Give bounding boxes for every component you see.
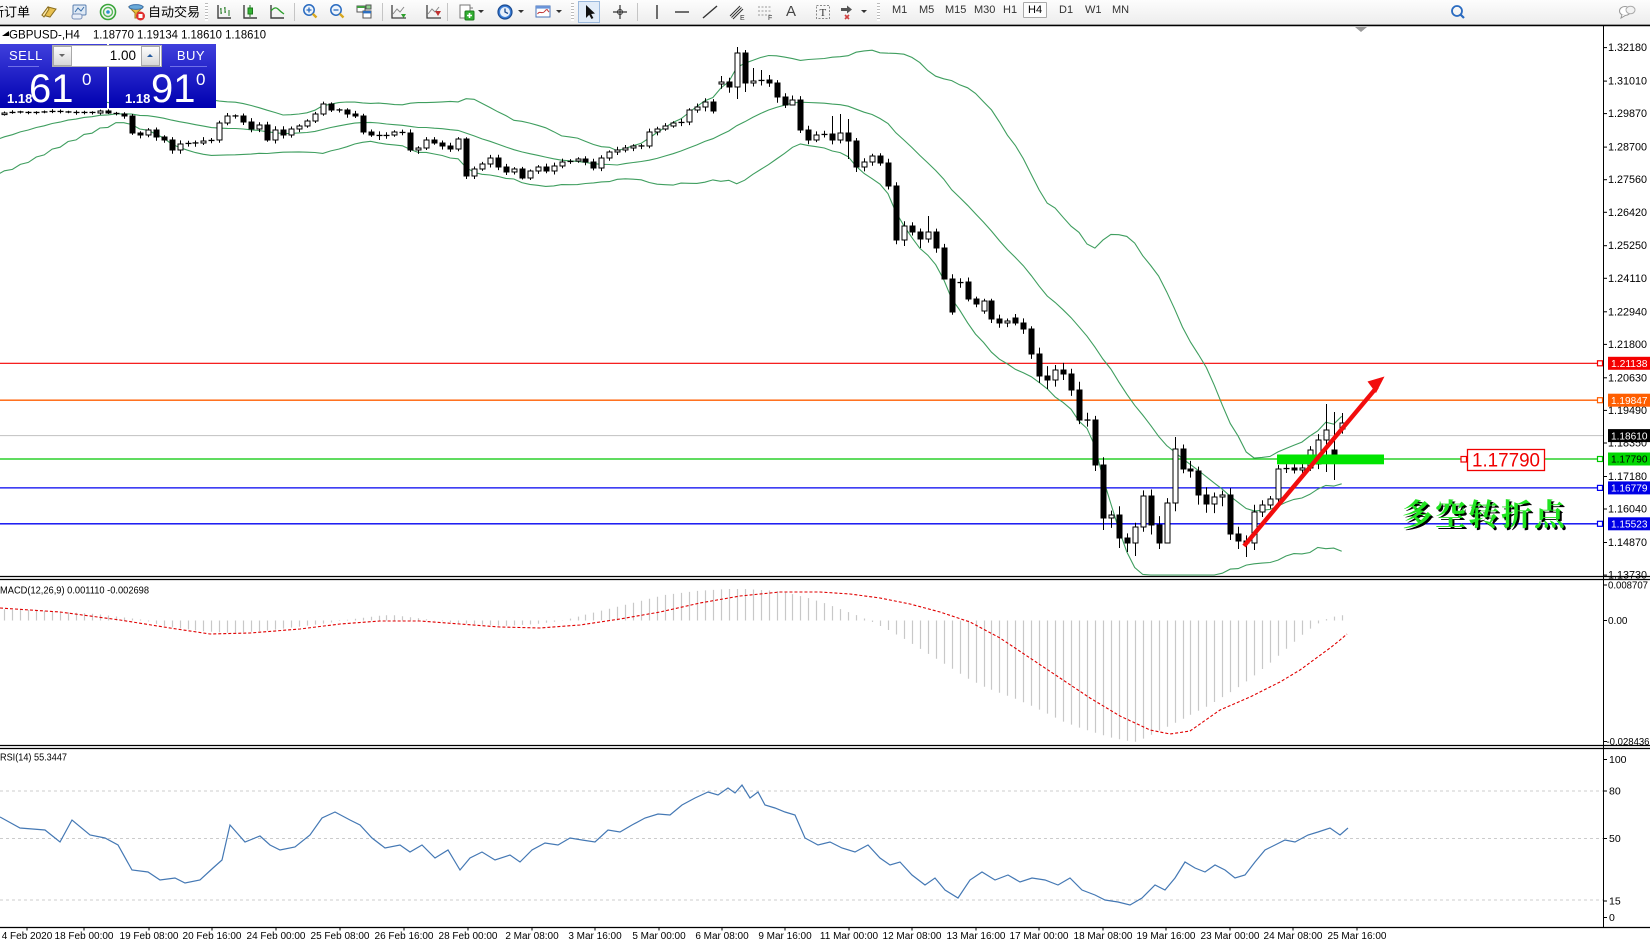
svg-text:F: F (768, 15, 772, 22)
svg-text:4 Feb 2020: 4 Feb 2020 (2, 931, 53, 941)
svg-text:1.13730: 1.13730 (1608, 570, 1647, 582)
svg-text:MACD(12,26,9) 0.001110 -0.0026: MACD(12,26,9) 0.001110 -0.002698 (0, 585, 149, 597)
svg-text:20 Feb 16:00: 20 Feb 16:00 (183, 931, 242, 941)
svg-text:GBPUSD-,H4: GBPUSD-,H4 (9, 29, 80, 42)
svg-text:1.21138: 1.21138 (1611, 359, 1648, 370)
svg-text:1.27560: 1.27560 (1608, 174, 1647, 186)
svg-text:25 Feb 08:00: 25 Feb 08:00 (311, 931, 370, 941)
svg-text:1.31010: 1.31010 (1608, 76, 1647, 88)
svg-text:1.17180: 1.17180 (1608, 471, 1647, 483)
svg-text:11 Mar 00:00: 11 Mar 00:00 (820, 931, 879, 941)
svg-text:1.29870: 1.29870 (1608, 108, 1647, 120)
svg-text:E: E (740, 15, 745, 22)
svg-text:6 Mar 08:00: 6 Mar 08:00 (695, 931, 749, 941)
svg-text:1.25250: 1.25250 (1608, 240, 1647, 252)
svg-text:1.26420: 1.26420 (1608, 207, 1647, 219)
svg-text:25 Mar 16:00: 25 Mar 16:00 (1328, 931, 1387, 941)
svg-text:19 Feb 08:00: 19 Feb 08:00 (120, 931, 179, 941)
svg-text:1.21800: 1.21800 (1608, 339, 1647, 351)
svg-text:17 Mar 00:00: 17 Mar 00:00 (1010, 931, 1069, 941)
svg-text:18 Mar 08:00: 18 Mar 08:00 (1074, 931, 1133, 941)
svg-text:3 Mar 16:00: 3 Mar 16:00 (568, 931, 622, 941)
svg-text:100: 100 (1609, 754, 1627, 766)
svg-text:RSI(14) 55.3447: RSI(14) 55.3447 (0, 752, 67, 764)
svg-text:0.008707: 0.008707 (1608, 581, 1648, 592)
svg-text:T: T (820, 7, 827, 19)
svg-text:0: 0 (1609, 912, 1615, 924)
svg-text:18 Feb 00:00: 18 Feb 00:00 (55, 931, 114, 941)
svg-text:12 Mar 08:00: 12 Mar 08:00 (883, 931, 942, 941)
svg-text:1.15523: 1.15523 (1611, 520, 1648, 531)
svg-text:1.14870: 1.14870 (1608, 537, 1647, 549)
svg-text:26 Feb 16:00: 26 Feb 16:00 (375, 931, 434, 941)
svg-text:19 Mar 16:00: 19 Mar 16:00 (1137, 931, 1196, 941)
svg-text:1.24110: 1.24110 (1608, 273, 1647, 285)
svg-text:13 Mar 16:00: 13 Mar 16:00 (947, 931, 1006, 941)
svg-text:2 Mar 08:00: 2 Mar 08:00 (505, 931, 559, 941)
svg-text:9 Mar 16:00: 9 Mar 16:00 (758, 931, 812, 941)
svg-text:1.16779: 1.16779 (1611, 484, 1648, 495)
svg-text:0.00: 0.00 (1608, 616, 1628, 627)
svg-text:50: 50 (1609, 833, 1621, 845)
svg-text:-0.028436: -0.028436 (1607, 737, 1650, 748)
svg-text:1.19490: 1.19490 (1608, 405, 1647, 417)
svg-text:80: 80 (1609, 786, 1621, 798)
svg-text:23 Mar 00:00: 23 Mar 00:00 (1201, 931, 1260, 941)
svg-text:1.17790: 1.17790 (1611, 455, 1648, 466)
svg-text:1.18610: 1.18610 (1611, 431, 1648, 442)
svg-text:1.16040: 1.16040 (1608, 504, 1647, 516)
svg-text:5 Mar 00:00: 5 Mar 00:00 (632, 931, 686, 941)
svg-text:28 Feb 00:00: 28 Feb 00:00 (439, 931, 498, 941)
svg-text:1.18770 1.19134 1.18610 1.1861: 1.18770 1.19134 1.18610 1.18610 (93, 29, 266, 42)
svg-text:1.28700: 1.28700 (1608, 142, 1647, 154)
svg-text:1.19847: 1.19847 (1611, 396, 1648, 407)
svg-text:1.17790: 1.17790 (1472, 451, 1540, 472)
svg-text:1.22940: 1.22940 (1608, 306, 1647, 318)
svg-text:1.20630: 1.20630 (1608, 372, 1647, 384)
svg-text:15: 15 (1609, 896, 1621, 908)
svg-text:24 Mar 08:00: 24 Mar 08:00 (1264, 931, 1323, 941)
svg-text:1.32180: 1.32180 (1608, 42, 1647, 54)
svg-text:24 Feb 00:00: 24 Feb 00:00 (247, 931, 306, 941)
